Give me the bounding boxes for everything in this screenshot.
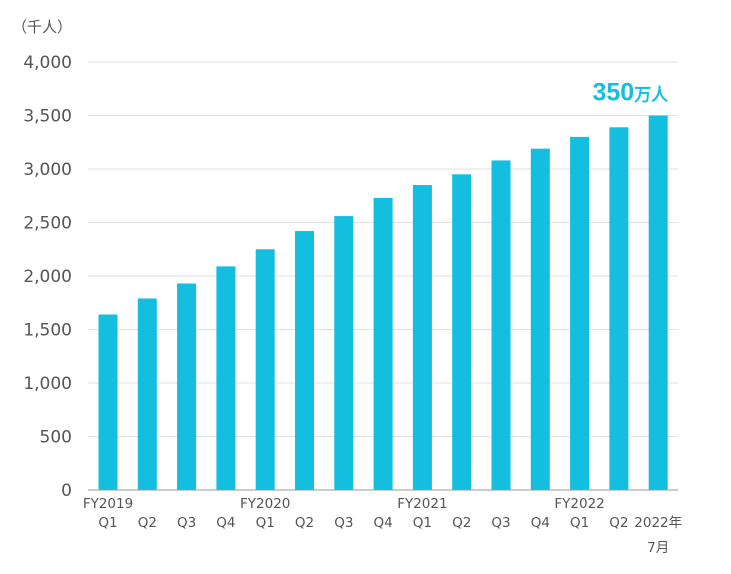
- y-tick-label: 2,000: [23, 267, 72, 287]
- x-category-label: Q2: [609, 515, 628, 531]
- bar: [452, 174, 472, 490]
- bar: [295, 231, 314, 490]
- bar: [491, 160, 511, 490]
- bar: [98, 314, 118, 490]
- x-category-label: Q1: [98, 515, 117, 531]
- bar: [373, 197, 393, 490]
- x-category-label: Q1: [570, 515, 589, 531]
- bar: [137, 298, 157, 490]
- annotation-unit: 万人: [633, 86, 669, 106]
- x-category-label: 2022年: [634, 515, 682, 531]
- y-tick-label: 3,000: [23, 160, 72, 180]
- x-category-sublabel: 7月: [647, 540, 669, 556]
- bars: [98, 115, 668, 491]
- fiscal-year-label: FY2020: [240, 496, 290, 512]
- bar: [648, 115, 668, 490]
- y-tick-label: 3,500: [23, 107, 72, 127]
- total-annotation: 350万人: [592, 79, 669, 107]
- y-tick-label: 2,500: [23, 214, 72, 234]
- y-tick-label: 4,000: [23, 53, 72, 73]
- x-category-label: Q4: [373, 515, 392, 531]
- y-axis-tick-labels: 0 500 1,000 1,500 2,000 2,500 3,000 3,500 4,000: [23, 53, 72, 501]
- y-tick-label: 500: [40, 428, 72, 448]
- bar: [609, 127, 629, 491]
- fiscal-year-label: FY2022: [554, 496, 604, 512]
- bar: [412, 185, 432, 491]
- bar: [177, 283, 197, 490]
- x-category-label: Q3: [334, 515, 353, 531]
- x-axis-labels: Q1 Q2 Q3 Q4 Q1 Q2 Q3 Q4 Q1 Q2 Q3 Q4 Q1 Q2 2022年 7月 FY201…: [83, 496, 682, 556]
- x-category-label: Q4: [216, 515, 235, 531]
- y-tick-label: 1,000: [23, 374, 72, 394]
- bar: [334, 216, 354, 490]
- x-category-label: Q2: [295, 515, 314, 531]
- x-category-label: Q2: [452, 515, 471, 531]
- y-tick-label: 1,500: [23, 321, 72, 341]
- y-tick-label: 0: [61, 481, 72, 501]
- x-category-label: Q1: [256, 515, 275, 531]
- y-unit-label: （千人）: [12, 18, 72, 36]
- annotation-number: 350: [592, 79, 634, 107]
- bar: [255, 249, 275, 490]
- x-category-label: Q3: [177, 515, 196, 531]
- x-category-label: Q4: [531, 515, 550, 531]
- bar: [530, 148, 550, 491]
- bar: [216, 266, 236, 490]
- x-category-label: Q3: [491, 515, 510, 531]
- fiscal-year-label: FY2021: [397, 496, 447, 512]
- fiscal-year-label: FY2019: [83, 496, 133, 512]
- x-category-label: Q1: [413, 515, 432, 531]
- x-category-label: Q2: [138, 515, 157, 531]
- bar: [570, 136, 590, 490]
